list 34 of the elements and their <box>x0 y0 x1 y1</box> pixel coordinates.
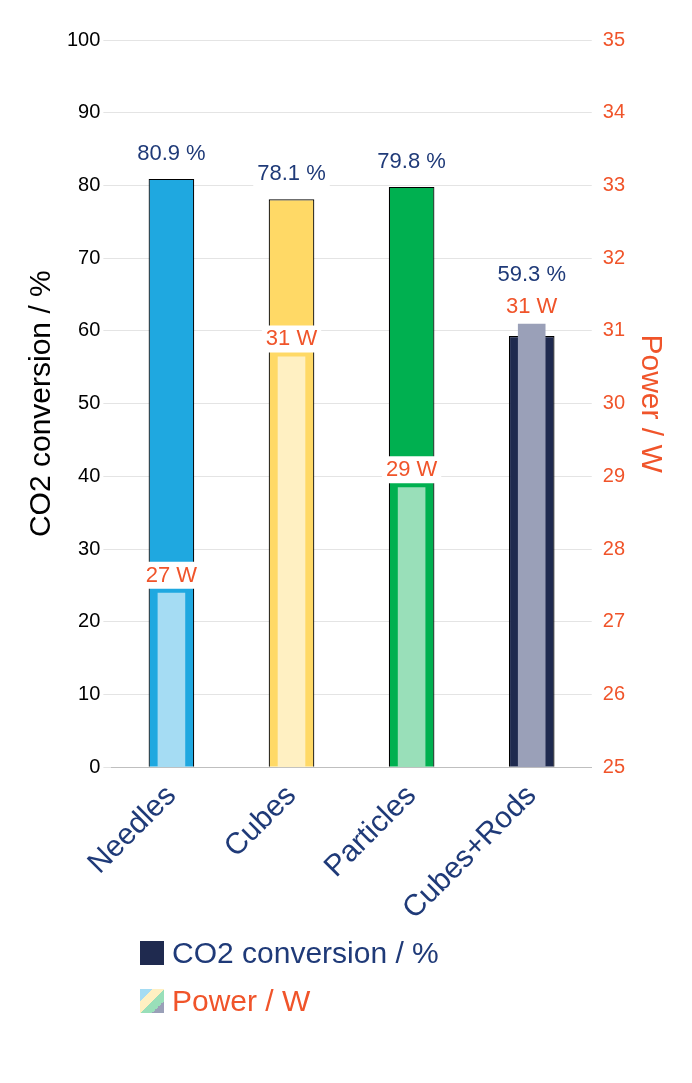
y-tick-label: 100 <box>66 27 101 50</box>
y-tick-label: 60 <box>78 318 101 341</box>
y2-tick-label: 35 <box>602 27 625 50</box>
y-tick-label: 70 <box>78 245 101 268</box>
y2-tick-label: 31 <box>602 318 625 341</box>
y-tick-label: 80 <box>78 172 101 195</box>
y-tick-label: 20 <box>78 609 101 632</box>
y2-tick-label: 28 <box>602 536 625 559</box>
data-label: 78.1 % <box>257 160 326 186</box>
y-tick-label: 40 <box>78 463 101 486</box>
y2-tick-label: 32 <box>602 245 625 268</box>
data-label: 31 W <box>265 325 318 351</box>
data-label: 27 W <box>145 561 198 587</box>
data-label: 80.9 % <box>137 139 206 165</box>
y-axis-title: CO2 conversion / % <box>23 270 57 538</box>
y2-tick-label: 29 <box>602 463 625 486</box>
y2-tick-label: 33 <box>602 172 625 195</box>
y-tick-label: 50 <box>78 391 101 414</box>
y2-tick-label: 30 <box>602 391 625 414</box>
y2-tick-label: 25 <box>602 754 625 777</box>
data-label: 31 W <box>506 292 558 318</box>
data-label: 29 W <box>385 456 438 482</box>
y-tick-label: 90 <box>78 100 101 123</box>
data-label: 59.3 % <box>497 260 566 286</box>
y-tick-label: 0 <box>89 754 101 777</box>
y-tick-label: 10 <box>78 682 101 705</box>
y2-tick-label: 26 <box>602 682 625 705</box>
legend-label: CO2 conversion / % <box>172 936 439 970</box>
data-label: 79.8 % <box>377 147 446 173</box>
y2-axis-title: Power / W <box>635 334 669 474</box>
y2-tick-label: 27 <box>602 609 625 632</box>
y-tick-label: 30 <box>78 536 101 559</box>
y2-tick-label: 34 <box>602 100 625 123</box>
legend-label: Power / W <box>172 984 311 1018</box>
